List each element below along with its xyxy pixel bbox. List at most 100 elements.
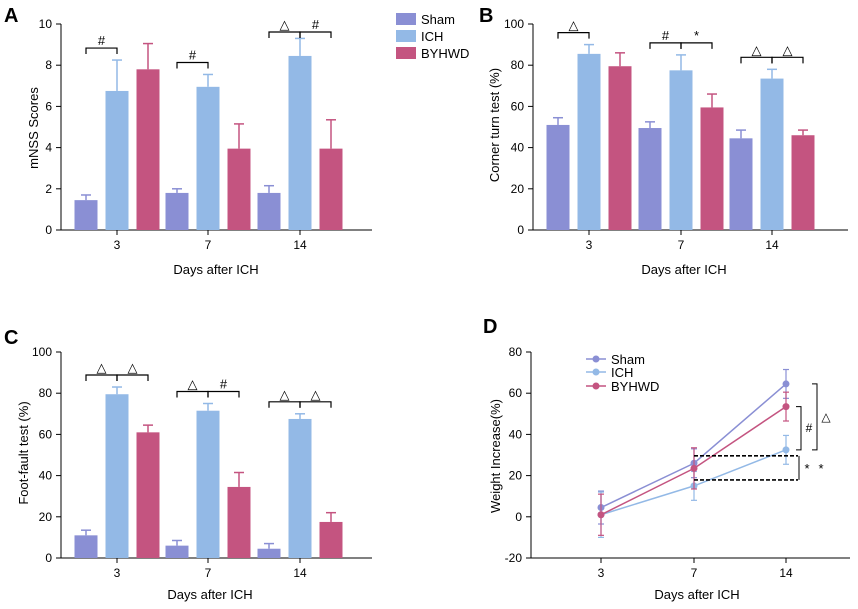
bar <box>227 148 251 230</box>
panel-b-ylabel: Corner turn test (%) <box>487 68 502 182</box>
panel-b: B Corner turn test (%) Days after ICH <box>479 5 727 277</box>
legend-marker-byhwd <box>592 382 600 390</box>
y-tick-label: 8 <box>45 58 52 72</box>
chart-marks: 0 2 4 6 8 10 3 7 14 # # △ #0 20 40 60 80 100 3 7 14 △ # * △ △ 0 20 4… <box>32 17 850 580</box>
significance-symbol: # <box>220 377 228 392</box>
panel-a-ylabel: mNSS Scores <box>26 87 41 169</box>
significance-bracket <box>176 390 209 398</box>
legend-line-label-sham: Sham <box>611 352 645 367</box>
significance-bracket <box>299 31 332 38</box>
bar <box>257 548 281 558</box>
x-tick-label: 14 <box>779 566 793 580</box>
x-tick-label: 14 <box>765 238 779 252</box>
legend-swatch-byhwd <box>396 47 416 59</box>
significance-symbol: △ <box>97 360 107 375</box>
panel-a-xlabel: Days after ICH <box>173 262 258 277</box>
legend-marker-ich <box>592 368 600 376</box>
significance-symbol: △ <box>128 360 138 375</box>
legend-line: Sham ICH BYHWD <box>586 352 659 394</box>
significance-symbol: # <box>189 47 197 62</box>
bar <box>319 521 343 558</box>
legend-marker-sham <box>592 355 600 363</box>
panel-a-letter: A <box>4 5 18 27</box>
x-tick-label: 3 <box>114 238 121 252</box>
panel-b-letter: B <box>479 5 493 27</box>
x-tick-label: 3 <box>586 238 593 252</box>
y-tick-label: 80 <box>509 345 523 359</box>
y-tick-label: 100 <box>504 17 524 31</box>
bar <box>791 135 815 230</box>
bar <box>257 192 281 230</box>
panel-c: C Foot-fault test (%) Days after ICH <box>4 327 253 602</box>
legend-top: Sham ICH BYHWD <box>396 12 469 61</box>
bar <box>608 66 632 230</box>
significance-symbol: # <box>806 421 813 435</box>
panel-d-ylabel: Weight Increase(%) <box>488 399 503 513</box>
y-tick-label: 0 <box>45 223 52 237</box>
significance-bracket <box>176 61 209 69</box>
significance-bracket <box>85 374 118 382</box>
y-tick-label: 0 <box>45 551 52 565</box>
significance-bracket <box>812 383 818 451</box>
legend-label-byhwd: BYHWD <box>421 46 469 61</box>
bar <box>700 107 724 230</box>
x-tick-label: 14 <box>293 566 307 580</box>
bar <box>760 78 784 230</box>
bar <box>227 486 251 558</box>
bar <box>288 418 312 558</box>
significance-bracket <box>557 32 590 39</box>
bar <box>729 138 753 230</box>
legend-label-sham: Sham <box>421 12 455 27</box>
panel-d-letter: D <box>483 316 497 338</box>
significance-bracket <box>649 42 682 49</box>
y-tick-label: 40 <box>511 141 525 155</box>
significance-bracket <box>740 56 773 64</box>
y-tick-label: 20 <box>39 510 53 524</box>
significance-bracket <box>796 406 802 451</box>
significance-symbol: △ <box>821 410 831 424</box>
bar <box>165 192 189 230</box>
y-tick-label: 20 <box>511 182 525 196</box>
significance-symbol: # <box>98 33 106 48</box>
data-point <box>690 464 698 472</box>
bar <box>74 200 98 230</box>
significance-symbol: △ <box>752 42 762 57</box>
significance-bracket <box>680 42 713 49</box>
panel-c-xlabel: Days after ICH <box>167 587 252 602</box>
significance-symbol: # <box>312 17 320 32</box>
y-tick-label: 6 <box>45 99 52 113</box>
panel-c-ylabel: Foot-fault test (%) <box>16 401 31 504</box>
bar <box>74 535 98 558</box>
y-tick-label: 40 <box>39 469 53 483</box>
significance-symbol: △ <box>280 17 290 32</box>
panel-d-xlabel: Days after ICH <box>654 587 739 602</box>
panel-d-marks: -20 0 20 40 60 80 3 7 14 # △ * * <box>505 345 850 580</box>
y-tick-label: 10 <box>39 17 53 31</box>
significance-bracket <box>116 374 149 382</box>
data-point <box>597 511 605 519</box>
y-tick-label: 60 <box>511 99 525 113</box>
panel-c-marks: 0 20 40 60 80 100 3 7 14 △ △ △ # △ △ <box>32 345 372 580</box>
significance-symbol: △ <box>188 377 198 392</box>
panel-a: A mNSS Scores Days after ICH <box>4 5 259 277</box>
significance-symbol: # <box>662 28 670 43</box>
y-tick-label: 4 <box>45 141 52 155</box>
y-tick-label: -20 <box>505 551 523 565</box>
legend-swatch-ich <box>396 30 416 42</box>
x-tick-label: 3 <box>114 566 121 580</box>
bar <box>105 90 129 230</box>
bar <box>669 70 693 230</box>
y-tick-label: 2 <box>45 182 52 196</box>
y-tick-label: 0 <box>515 510 522 524</box>
data-point <box>782 403 790 411</box>
y-tick-label: 0 <box>517 223 524 237</box>
legend-line-label-ich: ICH <box>611 365 633 380</box>
y-tick-label: 60 <box>509 386 523 400</box>
bar <box>165 545 189 558</box>
panel-c-letter: C <box>4 327 18 349</box>
x-tick-label: 14 <box>293 238 307 252</box>
x-tick-label: 7 <box>205 566 212 580</box>
significance-symbol: △ <box>311 387 321 402</box>
significance-symbol: * <box>804 461 809 476</box>
significance-symbol: △ <box>280 387 290 402</box>
